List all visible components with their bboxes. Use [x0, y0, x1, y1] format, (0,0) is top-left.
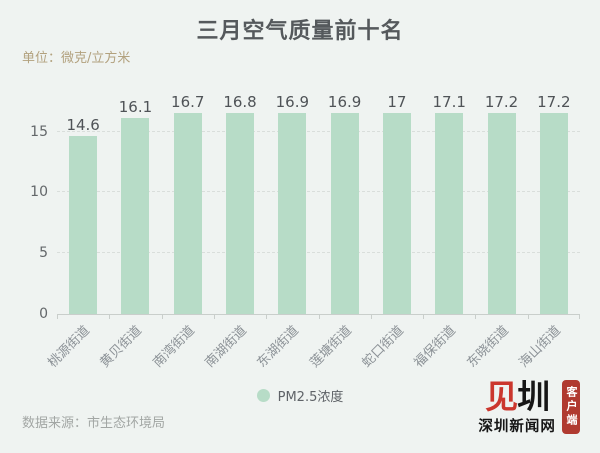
axis-tick — [475, 314, 477, 319]
x-axis-labels: 桃源街道 黄贝街道 南湾街道 南湖街道 东湖街道 莲塘街道 蛇口街道 福保街道 东晓街道 海山街道 — [46, 315, 580, 377]
bar-value-label: 17 — [387, 93, 407, 111]
shenzhen-news-logo: 见圳 深圳新闻网 客户端 — [478, 380, 580, 436]
y-axis-label: 10 — [30, 184, 48, 201]
plot-area: 14.6 16.1 16.7 16.8 16.9 16.9 17 17.1 17.2 17.2 — [57, 95, 580, 319]
bar-column: 17 — [371, 95, 423, 314]
axis-tick — [370, 314, 372, 319]
bar-column: 14.6 — [57, 95, 109, 314]
bar-value-label: 14.6 — [66, 116, 100, 134]
axis-tick — [109, 314, 111, 319]
bar — [69, 136, 98, 314]
bar — [173, 113, 202, 314]
logo-wordmark: 见圳 深圳新闻网 — [478, 380, 556, 436]
x-cell: 东晓街道 — [464, 315, 527, 377]
bar-value-label: 16.8 — [223, 93, 257, 111]
bar-value-label: 16.7 — [171, 93, 205, 111]
bar-column: 16.9 — [318, 95, 370, 314]
logo-mark: 见圳 — [485, 377, 550, 416]
chart-title: 三月空气质量前十名 — [196, 19, 404, 44]
gridline — [57, 252, 580, 254]
x-cell: 黄贝街道 — [98, 315, 161, 377]
gridline — [57, 130, 580, 132]
x-cell: 蛇口街道 — [359, 315, 423, 377]
y-axis-label: 5 — [39, 245, 48, 262]
x-axis-label: 桃源街道 — [45, 323, 94, 371]
y-axis-label: 15 — [30, 123, 48, 140]
bar-column: 16.1 — [109, 95, 161, 314]
bar-value-label: 16.9 — [275, 93, 310, 111]
x-cell: 桃源街道 — [46, 315, 109, 377]
axis-tick — [423, 314, 425, 319]
logo-client-badge: 客户端 — [561, 380, 580, 434]
data-source-note: 数据来源：市生态环境局 — [22, 416, 166, 431]
x-cell: 南湖街道 — [203, 315, 266, 377]
axis-tick — [266, 314, 268, 319]
bar — [121, 118, 150, 314]
bar-column: 16.8 — [214, 95, 266, 314]
bar-column: 16.9 — [266, 95, 318, 314]
legend-dot-icon — [256, 389, 270, 402]
bar — [382, 113, 411, 314]
y-axis-label: 0 — [39, 306, 48, 322]
bar — [330, 113, 359, 314]
axis-tick — [213, 314, 215, 319]
bars-row: 14.6 16.1 16.7 16.8 16.9 16.9 17 17.1 17.2 17.2 — [57, 95, 580, 314]
bar-value-label: 17.2 — [484, 93, 519, 111]
legend: PM2.5浓度 — [0, 386, 600, 405]
axis-tick — [527, 314, 529, 319]
y-axis-labels: 0 5 10 15 — [0, 95, 48, 323]
axis-tick — [318, 314, 320, 319]
bar-value-label: 17.2 — [537, 93, 571, 111]
bar-column: 17.2 — [528, 95, 580, 314]
unit-label: 单位：微克/立方米 — [22, 51, 131, 66]
x-cell: 南湾街道 — [150, 315, 214, 377]
x-cell: 海山街道 — [516, 315, 580, 377]
bar — [278, 113, 307, 314]
bar — [226, 113, 255, 314]
logo-name: 深圳新闻网 — [478, 419, 556, 435]
axis-tick — [161, 314, 163, 319]
legend-label: PM2.5浓度 — [277, 390, 344, 405]
logo-mark-right: 圳 — [517, 377, 550, 416]
x-cell: 福保街道 — [412, 315, 475, 377]
bar — [487, 113, 516, 314]
x-cell: 莲塘街道 — [307, 315, 370, 377]
bar — [539, 113, 568, 314]
bar-column: 17.1 — [423, 95, 475, 314]
bar-value-label: 16.9 — [327, 93, 362, 111]
bar-value-label: 16.1 — [118, 98, 153, 116]
x-cell: 东湖街道 — [255, 315, 318, 377]
bar-value-label: 17.1 — [432, 93, 466, 111]
bar-column: 16.7 — [162, 95, 214, 314]
bar-column: 17.2 — [475, 95, 527, 314]
axis-tick — [57, 314, 58, 319]
logo-mark-left: 见 — [485, 377, 518, 416]
axis-tick — [579, 314, 580, 319]
bar — [435, 113, 464, 314]
gridline — [57, 191, 580, 193]
